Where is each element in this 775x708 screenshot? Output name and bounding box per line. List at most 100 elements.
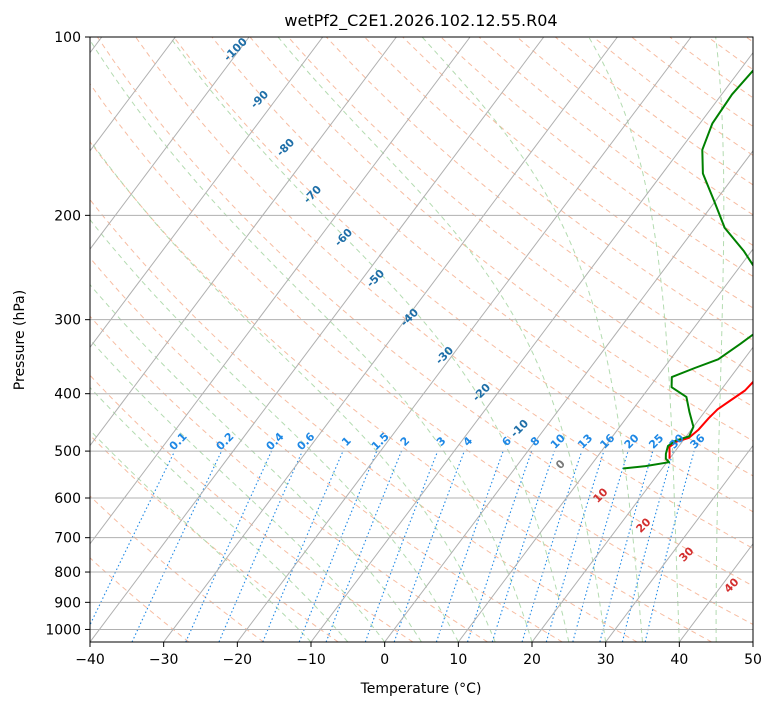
moist-adiabat bbox=[90, 429, 312, 642]
isotherm bbox=[90, 37, 471, 545]
moist-adiabat bbox=[90, 386, 349, 642]
dry-adiabat bbox=[440, 37, 753, 278]
x-tick-label: 30 bbox=[597, 652, 615, 668]
dry-adiabat bbox=[287, 37, 753, 408]
mixing-ratio-line bbox=[298, 450, 378, 642]
isotherm bbox=[163, 37, 618, 642]
y-tick-label: 500 bbox=[54, 444, 81, 460]
chart-title: wetPf2_C2E1.2026.102.12.55.R04 bbox=[284, 11, 557, 31]
dry-adiabat-label: -90 bbox=[248, 88, 271, 111]
dry-adiabat bbox=[707, 37, 753, 71]
dewpoint-line bbox=[622, 69, 753, 470]
y-tick-label: 600 bbox=[54, 491, 81, 507]
dry-adiabat-label: -100 bbox=[221, 35, 250, 64]
dry-adiabat bbox=[90, 495, 264, 642]
moist-adiabat bbox=[90, 218, 459, 642]
y-axis-label: Pressure (hPa) bbox=[12, 290, 28, 390]
dry-adiabat bbox=[90, 83, 753, 625]
y-tick-label: 800 bbox=[54, 565, 81, 581]
isotherm bbox=[90, 37, 545, 642]
isotherm bbox=[605, 444, 753, 642]
mixing-ratio-label: 8 bbox=[528, 434, 543, 449]
dry-adiabat bbox=[402, 37, 753, 309]
isotherm bbox=[457, 248, 753, 642]
isotherm bbox=[236, 37, 692, 642]
mixing-ratio-line bbox=[325, 450, 403, 642]
mixing-ratio-label: 2 bbox=[398, 434, 413, 449]
line-labels: -100-90-80-70-60-50-40-30-20-10010203040… bbox=[167, 35, 742, 596]
y-axis: 100 200 300 400 500 600 700 800 900 1000 bbox=[45, 30, 90, 638]
y-tick-label: 300 bbox=[54, 313, 81, 329]
x-axis: −40 −30 −20 −10 0 10 20 30 40 50 bbox=[75, 642, 762, 668]
moist-adiabat bbox=[90, 39, 533, 642]
isotherm bbox=[90, 37, 324, 349]
moist-adiabat bbox=[169, 37, 570, 642]
dry-adiabat-label: -70 bbox=[301, 183, 324, 206]
mixing-ratio-line bbox=[545, 450, 605, 642]
mixing-ratio-line bbox=[521, 450, 583, 642]
mixing-ratio-line bbox=[491, 450, 555, 642]
x-tick-label: 50 bbox=[744, 652, 762, 668]
moist-adiabat bbox=[90, 338, 386, 642]
dry-adiabat-label: -50 bbox=[364, 267, 387, 290]
x-tick-label: −20 bbox=[223, 652, 253, 668]
series-layer bbox=[622, 69, 753, 470]
x-tick-label: −30 bbox=[149, 652, 179, 668]
y-tick-label: 400 bbox=[54, 387, 81, 403]
dry-adiabat bbox=[325, 37, 753, 374]
x-tick-label: −10 bbox=[296, 652, 326, 668]
x-tick-label: 40 bbox=[670, 652, 688, 668]
isotherm bbox=[90, 37, 250, 250]
dry-adiabat bbox=[745, 37, 753, 43]
mixing-ratio-line bbox=[185, 450, 273, 642]
mixing-ratio-label: 10 bbox=[548, 431, 568, 451]
dry-adiabat bbox=[90, 140, 712, 642]
isotherm bbox=[384, 150, 753, 642]
mixing-ratio-label: 1.5 bbox=[369, 430, 392, 453]
moist-adiabat bbox=[588, 37, 680, 642]
dry-adiabat-label: 0 bbox=[553, 457, 568, 472]
mixing-ratio-line bbox=[393, 450, 465, 642]
grid-lines bbox=[90, 37, 753, 642]
isotherm bbox=[310, 51, 753, 642]
mixing-ratio-label: 0.1 bbox=[167, 430, 190, 453]
mixing-ratio-line bbox=[131, 450, 223, 642]
mixing-ratio-label: 20 bbox=[622, 431, 642, 451]
dry-adiabat-label: -30 bbox=[433, 344, 456, 367]
x-tick-label: 20 bbox=[523, 652, 541, 668]
moist-adiabat bbox=[277, 37, 607, 642]
moist-adiabat bbox=[90, 139, 496, 642]
dry-adiabat-label: -80 bbox=[274, 136, 297, 159]
mixing-ratio-label: 0.4 bbox=[264, 430, 287, 453]
dry-adiabat bbox=[90, 557, 190, 642]
y-tick-label: 200 bbox=[54, 208, 81, 224]
x-axis-label: Temperature (°C) bbox=[360, 681, 482, 697]
dry-adiabat bbox=[173, 37, 753, 513]
mixing-ratio-line bbox=[621, 450, 674, 642]
dry-adiabat bbox=[90, 198, 638, 642]
moist-adiabat-label: 30 bbox=[677, 544, 697, 564]
dry-adiabat bbox=[478, 37, 753, 246]
isotherm bbox=[90, 37, 176, 152]
x-tick-label: 0 bbox=[380, 652, 389, 668]
dry-adiabat-label: -20 bbox=[470, 381, 493, 404]
dry-adiabat bbox=[211, 37, 753, 477]
dry-adiabat bbox=[554, 37, 753, 186]
mixing-ratio-line bbox=[218, 450, 303, 642]
x-tick-label: 10 bbox=[449, 652, 467, 668]
dry-adiabat bbox=[135, 37, 753, 550]
isotherm bbox=[752, 641, 753, 642]
dry-adiabat bbox=[96, 37, 753, 587]
moist-adiabat bbox=[715, 37, 725, 642]
mixing-ratio-line bbox=[599, 450, 654, 642]
plot-frame bbox=[89, 36, 754, 643]
mixing-ratio-label: 3 bbox=[434, 434, 449, 449]
moist-adiabat bbox=[421, 37, 643, 642]
y-tick-label: 900 bbox=[54, 595, 81, 611]
y-tick-label: 1000 bbox=[45, 622, 81, 638]
dry-adiabat-label: -60 bbox=[332, 226, 355, 249]
mixing-ratio-line bbox=[364, 450, 439, 642]
dry-adiabat bbox=[90, 257, 563, 642]
moist-adiabat bbox=[90, 283, 422, 642]
dry-adiabat-label: -10 bbox=[508, 417, 531, 440]
